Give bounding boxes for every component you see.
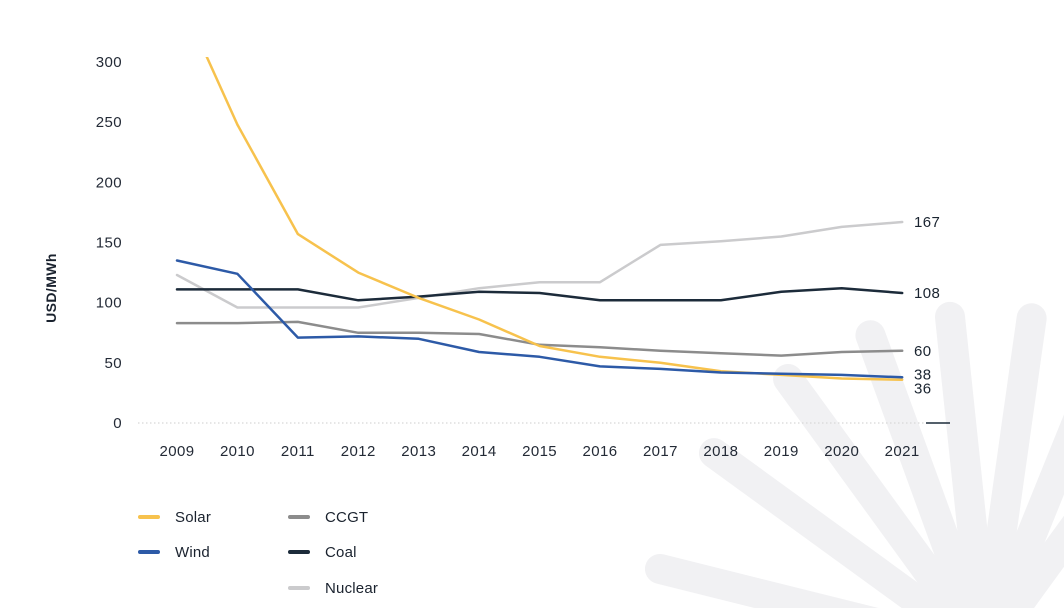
x-tick-label: 2016 [583, 443, 618, 460]
sunburst-ray [644, 553, 879, 608]
end-label-nuclear: 167 [914, 214, 940, 231]
x-tick-label: 2011 [281, 443, 315, 460]
end-label-solar: 36 [914, 381, 932, 398]
y-axis-title: USD/MWh [43, 253, 59, 323]
x-tick-label: 2012 [341, 443, 376, 460]
sunburst-ray [997, 515, 1064, 608]
sunburst-ray [986, 414, 1064, 608]
end-label-wind: 38 [914, 366, 932, 383]
end-label-coal: 108 [914, 285, 940, 302]
sunburst-ray [698, 438, 953, 608]
y-tick-label: 300 [96, 54, 122, 71]
y-tick-label: 50 [105, 355, 123, 372]
sunburst-decoration [644, 301, 1064, 608]
series-line-nuclear [175, 220, 904, 309]
x-tick-label: 2019 [764, 443, 799, 460]
x-tick-label: 2018 [703, 443, 738, 460]
x-tick-label: 2021 [885, 443, 920, 460]
y-tick-label: 0 [113, 415, 122, 432]
x-tick-label: 2013 [401, 443, 436, 460]
x-tick-label: 2017 [643, 443, 678, 460]
series-group [175, 57, 904, 381]
series-line-wind [175, 259, 904, 379]
sunburst-ray [976, 303, 1047, 608]
axis-group: 0 50 100 150 200 250 300 2009 2010 2011 2012 2013 20… [96, 54, 950, 460]
y-tick-label: 100 [96, 295, 122, 312]
x-tick-label: 2009 [160, 443, 195, 460]
sunburst-ray [773, 363, 973, 608]
x-tick-label: 2015 [522, 443, 557, 460]
x-tick-label: 2020 [824, 443, 859, 460]
end-label-ccgt: 60 [914, 343, 932, 360]
series-line-coal [175, 286, 904, 302]
x-tick-label: 2014 [462, 443, 497, 460]
sunburst-ray [934, 301, 996, 608]
series-line-ccgt [175, 320, 904, 357]
y-tick-label: 200 [96, 174, 122, 191]
y-tick-label: 250 [96, 114, 122, 131]
y-tick-label: 150 [96, 235, 122, 252]
x-tick-label: 2010 [220, 443, 255, 460]
